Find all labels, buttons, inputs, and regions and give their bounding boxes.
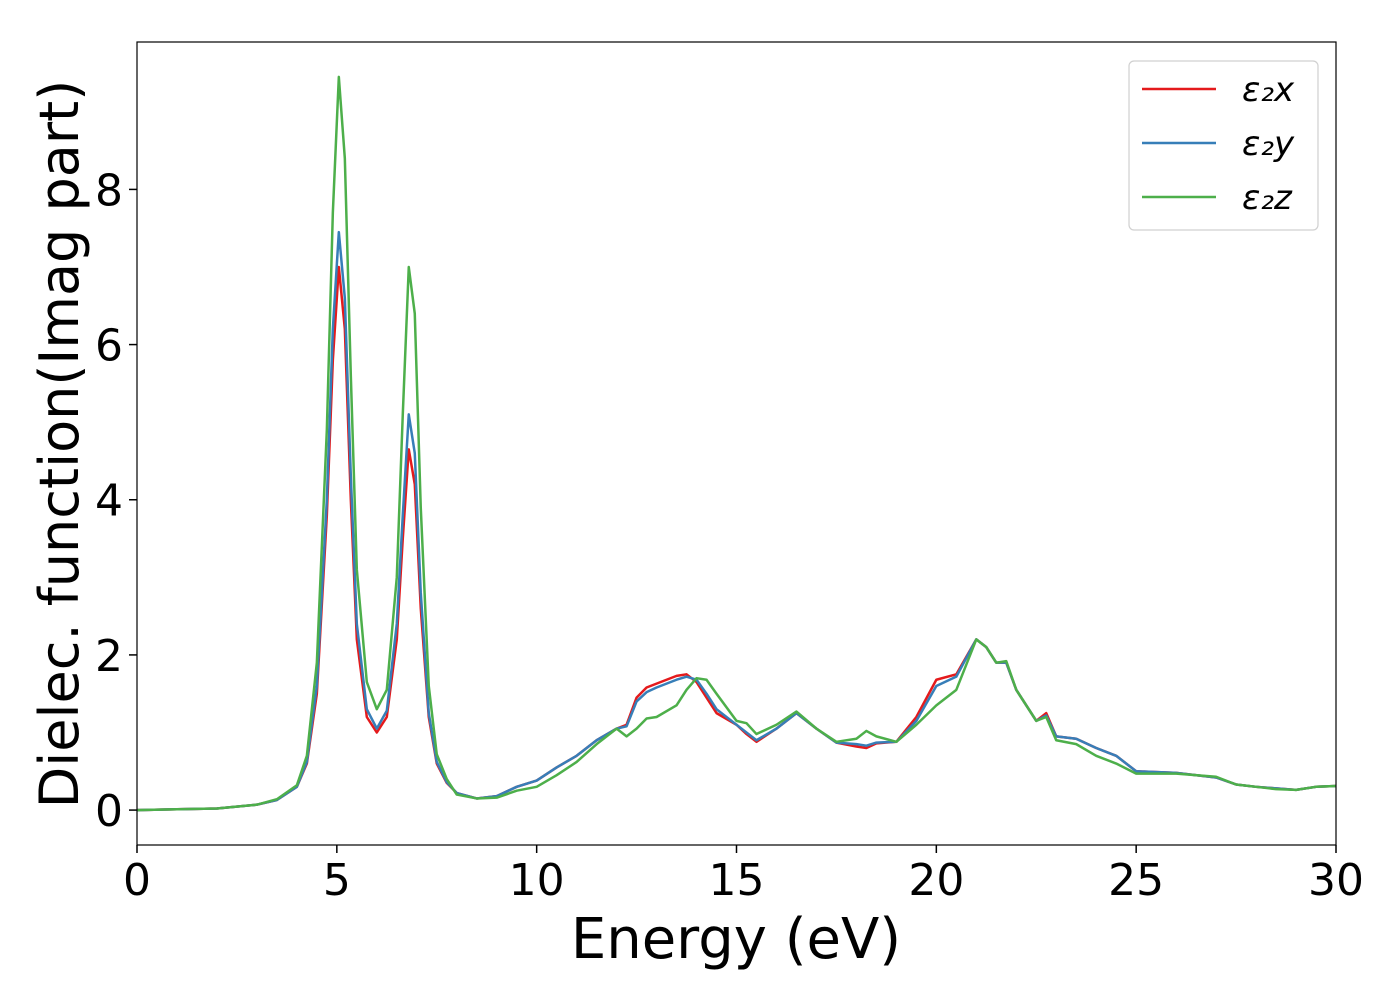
y-tick-label: 4 bbox=[95, 476, 123, 527]
y-tick-label: 0 bbox=[95, 786, 123, 837]
x-tick-label: 25 bbox=[1108, 855, 1164, 906]
y-tick-label: 8 bbox=[95, 165, 123, 216]
legend-label: ε₂y bbox=[1242, 124, 1295, 164]
series-line bbox=[137, 75, 1336, 812]
x-tick-label: 20 bbox=[908, 855, 964, 906]
legend-label: ε₂z bbox=[1242, 178, 1293, 218]
plot-frame bbox=[136, 41, 1337, 846]
x-tick-label: 5 bbox=[323, 855, 351, 906]
x-tick-label: 10 bbox=[509, 855, 565, 906]
y-axis-label: Dielec. function(Imag part) bbox=[28, 80, 91, 809]
series-line bbox=[137, 230, 1336, 812]
series-line bbox=[137, 265, 1336, 812]
x-tick-label: 15 bbox=[709, 855, 765, 906]
legend-label: ε₂x bbox=[1242, 70, 1295, 110]
x-tick-label: 0 bbox=[123, 855, 151, 906]
x-axis-label: Energy (eV) bbox=[571, 907, 901, 972]
y-tick-label: 2 bbox=[95, 631, 123, 682]
y-tick-label: 6 bbox=[95, 321, 123, 372]
legend-box bbox=[1128, 60, 1319, 231]
x-tick-label: 30 bbox=[1308, 855, 1364, 906]
